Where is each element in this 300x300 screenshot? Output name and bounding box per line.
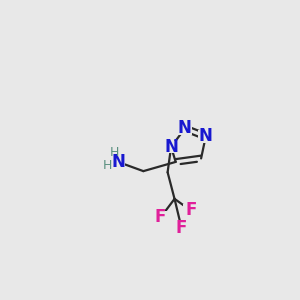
Text: F: F	[185, 201, 196, 219]
Bar	[198, 130, 213, 143]
Bar	[164, 140, 178, 153]
Bar	[183, 204, 198, 217]
Bar	[174, 221, 189, 234]
Text: N: N	[164, 138, 178, 156]
Text: F: F	[155, 208, 166, 226]
Text: N: N	[178, 119, 192, 137]
Bar	[177, 122, 192, 135]
Bar	[110, 155, 125, 168]
Text: H: H	[103, 159, 112, 172]
Text: F: F	[176, 219, 187, 237]
Bar	[108, 149, 117, 158]
Text: N: N	[199, 128, 213, 146]
Text: N: N	[111, 153, 125, 171]
Bar	[100, 162, 110, 171]
Text: H: H	[110, 146, 119, 159]
Bar	[153, 211, 168, 224]
